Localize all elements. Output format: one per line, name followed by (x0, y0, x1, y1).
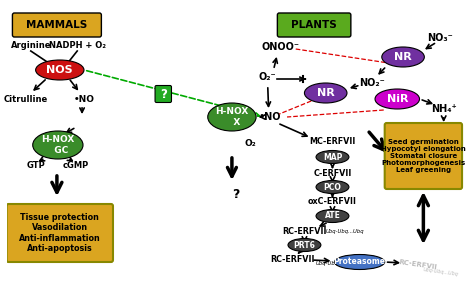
FancyBboxPatch shape (385, 123, 462, 189)
Text: Proteasome: Proteasome (334, 258, 385, 266)
Ellipse shape (36, 60, 84, 80)
Text: RC-ERFVII: RC-ERFVII (282, 227, 327, 237)
Text: NR: NR (317, 88, 335, 98)
Text: Citrulline: Citrulline (4, 94, 48, 104)
Text: PCO: PCO (324, 183, 341, 191)
Text: Amino
Acids: Amino Acids (429, 123, 459, 143)
Text: O₂⁻: O₂⁻ (259, 72, 276, 82)
Ellipse shape (335, 255, 385, 270)
Text: Ubq-Ubq...Ubq: Ubq-Ubq...Ubq (326, 230, 365, 235)
Text: NADPH + O₂: NADPH + O₂ (49, 42, 106, 50)
Ellipse shape (382, 47, 424, 67)
Text: PRT6: PRT6 (293, 240, 315, 250)
Text: ?: ? (160, 88, 167, 101)
Text: Arginine: Arginine (10, 42, 51, 50)
Text: PLANTS: PLANTS (291, 20, 337, 30)
Text: NiR: NiR (386, 94, 408, 104)
Text: RC-ERFVII: RC-ERFVII (398, 259, 437, 271)
Ellipse shape (304, 83, 347, 103)
Text: NO₃⁻: NO₃⁻ (427, 33, 453, 43)
Text: NR: NR (394, 52, 412, 62)
Text: RC-ERFVII: RC-ERFVII (271, 255, 315, 265)
Ellipse shape (316, 181, 349, 194)
Ellipse shape (375, 89, 419, 109)
Ellipse shape (316, 209, 349, 222)
Text: Ubq-Ubq...Ubq: Ubq-Ubq...Ubq (316, 260, 355, 266)
Ellipse shape (288, 238, 321, 252)
Ellipse shape (316, 150, 349, 163)
Text: ATE: ATE (325, 212, 340, 220)
Text: MAP: MAP (323, 153, 342, 161)
Text: NH₄⁺: NH₄⁺ (431, 104, 456, 114)
Text: GTP: GTP (26, 160, 45, 170)
Text: ?: ? (232, 189, 239, 201)
FancyBboxPatch shape (277, 13, 351, 37)
Text: O₂: O₂ (245, 138, 256, 148)
Text: Tissue protection
Vasodilation
Anti-inflammation
Anti-apoptosis: Tissue protection Vasodilation Anti-infl… (19, 213, 100, 253)
Text: Ubq-Ubq...Ubq: Ubq-Ubq...Ubq (422, 267, 459, 277)
FancyBboxPatch shape (7, 204, 113, 262)
Text: NOS: NOS (46, 65, 73, 75)
Text: MAMMALS: MAMMALS (26, 20, 88, 30)
Text: oxC-ERFVII: oxC-ERFVII (308, 197, 357, 206)
Ellipse shape (208, 103, 256, 131)
Text: •NO: •NO (73, 94, 94, 104)
FancyBboxPatch shape (12, 13, 101, 37)
Text: cGMP: cGMP (63, 160, 90, 170)
Text: H-NOX
  GC: H-NOX GC (41, 135, 74, 155)
Text: •NO: •NO (258, 112, 281, 122)
Text: Seed germination
Hypocotyl elongation
Stomatal closure
Photomorphogenesis
Leaf g: Seed germination Hypocotyl elongation St… (381, 139, 466, 173)
Ellipse shape (33, 131, 83, 159)
Text: H-NOX
   X: H-NOX X (215, 107, 248, 127)
Text: C-ERFVII: C-ERFVII (313, 168, 352, 178)
Text: NO₂⁻: NO₂⁻ (359, 78, 385, 88)
Text: ONOO⁻: ONOO⁻ (261, 42, 299, 52)
Text: MC-ERFVII: MC-ERFVII (310, 137, 356, 147)
FancyBboxPatch shape (155, 86, 172, 102)
